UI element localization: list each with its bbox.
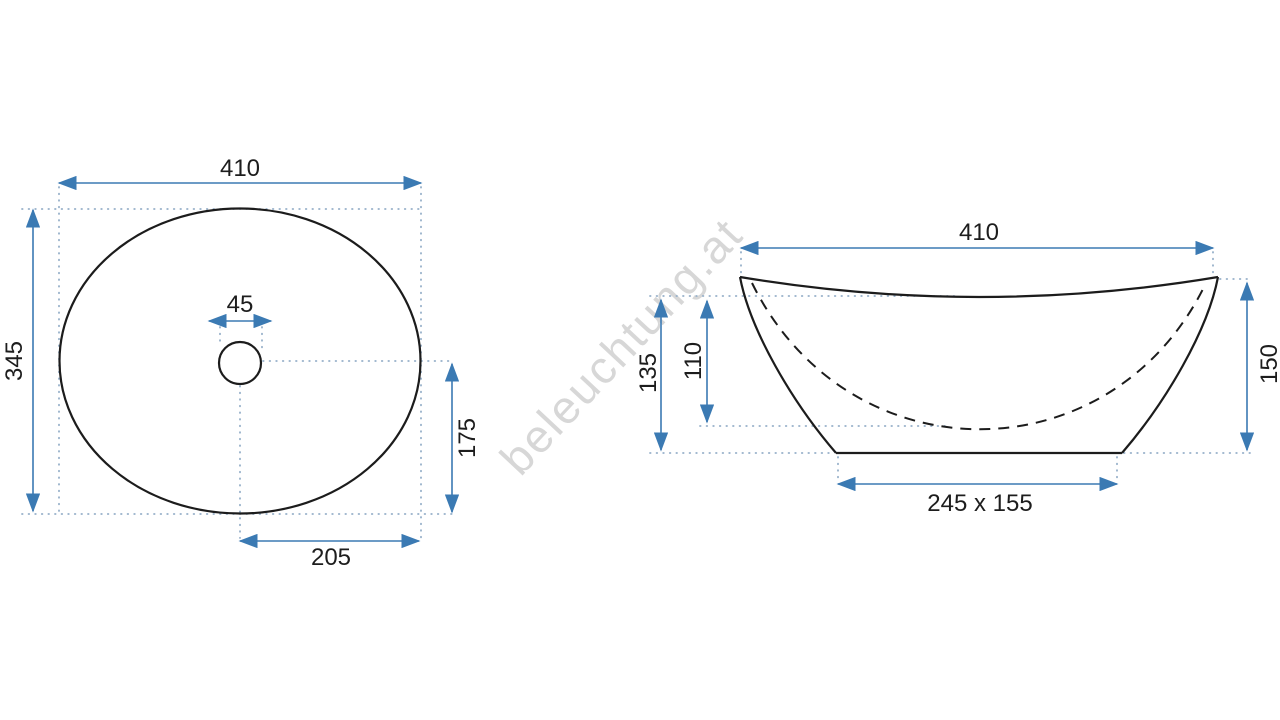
- dim-label-top-depth: 345: [1, 341, 28, 381]
- top-view-extension-lines: [21, 186, 457, 541]
- inner-basin-dashed-curve: [751, 282, 1207, 431]
- top-view: 410 345 45 175 205: [1, 155, 481, 571]
- drain-hole-circle: [217, 340, 263, 386]
- dim-label-offset-horizontal: 205: [311, 544, 351, 571]
- basin-oval-outline: [58, 207, 422, 515]
- side-view: 410 135 110 150 245 x 155: [635, 219, 1280, 517]
- side-profile-outline: [738, 275, 1220, 455]
- dim-label-side-width: 410: [959, 219, 999, 246]
- side-view-dimension-lines: [653, 240, 1255, 492]
- rim-curve: [739, 275, 1219, 299]
- dim-label-inner-depth: 110: [680, 342, 707, 380]
- dim-label-top-width: 410: [220, 155, 260, 182]
- outer-wall-right: [1121, 276, 1220, 454]
- outer-wall-left: [738, 276, 837, 454]
- top-view-dimension-lines: [25, 175, 460, 549]
- dim-label-offset-vertical: 175: [454, 418, 481, 458]
- watermark-text: beleuchtung.at: [490, 208, 753, 485]
- dim-label-rim-height: 135: [635, 353, 662, 393]
- dim-label-base-size: 245 x 155: [927, 490, 1032, 517]
- dim-label-total-height: 150: [1256, 344, 1280, 384]
- dim-label-drain-diameter: 45: [227, 291, 254, 318]
